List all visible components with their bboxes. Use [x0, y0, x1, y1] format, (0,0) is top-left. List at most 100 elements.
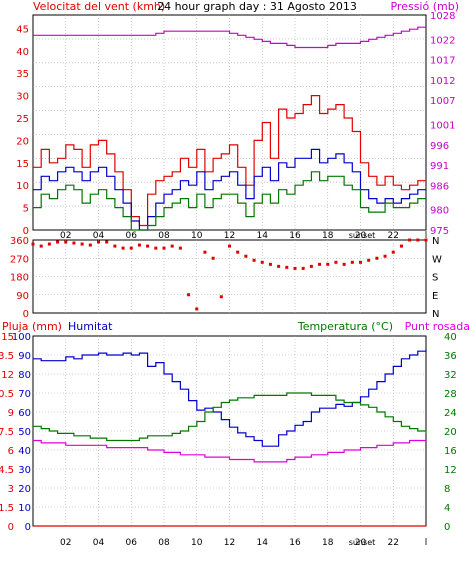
x-tick-label: 22	[388, 538, 399, 548]
pressure-y-tick: 1017	[430, 56, 455, 67]
direction-point	[219, 295, 223, 299]
x-tick-label: 04	[93, 538, 105, 548]
humidity-y-tick: 30	[18, 465, 31, 476]
direction-point	[162, 246, 166, 250]
direction-point	[178, 246, 182, 250]
temperature-label: Temperatura (°C)	[297, 320, 393, 333]
direction-degree-tick: 360	[10, 236, 29, 247]
direction-point	[64, 240, 68, 244]
wind-series-gust	[33, 95, 426, 227]
direction-point	[236, 250, 240, 254]
wind-y-tick: 20	[16, 136, 29, 147]
direction-point	[39, 244, 43, 248]
x-tick-end: l	[425, 538, 428, 548]
direction-point	[318, 262, 322, 266]
rain-y-tick: 1.5	[0, 503, 14, 514]
x-tick-label: 20	[355, 231, 367, 241]
x-tick-label: 06	[126, 231, 138, 241]
direction-point	[211, 256, 215, 260]
axis-ticks: 0510152025303540459759809869919961001100…	[0, 11, 457, 533]
direction-point	[424, 238, 428, 242]
wind-y-tick: 45	[16, 24, 29, 35]
x-tick-label: 02	[60, 231, 71, 241]
direction-point	[88, 243, 92, 247]
rain-y-tick: 9	[8, 408, 14, 419]
direction-compass-tick: W	[432, 254, 442, 265]
rain-y-tick: 4.5	[0, 465, 14, 476]
chart-title: 24 hour graph day : 31 Agosto 2013	[157, 0, 357, 13]
x-tick-label: 10	[191, 538, 203, 548]
wind-y-tick: 10	[16, 181, 29, 192]
x-tick-label: 18	[322, 231, 334, 241]
humidity-y-tick: 10	[18, 503, 31, 514]
wind-sunset-label: sunset	[349, 231, 376, 240]
direction-point	[293, 266, 297, 270]
direction-point	[399, 244, 403, 248]
x-tick-label: 08	[158, 538, 170, 548]
rain-y-tick: 13.5	[0, 351, 14, 362]
rain-y-tick: 6	[8, 446, 14, 457]
temp-series-temperature	[33, 392, 427, 442]
direction-point	[326, 262, 330, 266]
temperature-panel	[32, 335, 427, 527]
rain-y-tick: 15	[1, 332, 14, 343]
direction-point	[375, 256, 379, 260]
humidity-y-tick: 20	[18, 484, 31, 495]
direction-point	[195, 307, 199, 311]
direction-point	[334, 260, 338, 264]
x-tick-end: l	[425, 231, 428, 241]
wind-series-low	[33, 171, 426, 231]
wind-speed-label: Velocitat del vent (kmh)	[33, 0, 165, 13]
temperature-y-tick: 16	[444, 446, 457, 457]
direction-point	[359, 260, 362, 264]
direction-point	[154, 246, 158, 250]
direction-point	[408, 238, 412, 242]
direction-point	[72, 241, 76, 245]
direction-point	[252, 258, 256, 262]
wind-y-tick: 30	[16, 92, 29, 103]
rain-y-tick: 10.5	[0, 389, 14, 400]
wind-y-tick: 40	[16, 47, 29, 58]
temperature-x-axis-labels: 02 04 06 08 10 12 14 16 18 20 22 l	[60, 538, 427, 548]
direction-compass-tick: E	[432, 291, 438, 302]
direction-point	[268, 262, 272, 266]
wind-y-tick: 25	[16, 114, 29, 125]
wind-y-tick: 15	[16, 159, 29, 170]
temperature-y-tick: 8	[444, 484, 450, 495]
rain-y-tick: 7.5	[0, 427, 14, 438]
direction-degree-tick: 270	[10, 254, 29, 265]
temperature-y-tick: 20	[444, 427, 457, 438]
direction-point	[47, 242, 51, 246]
temperature-y-tick: 0	[444, 522, 450, 533]
direction-point	[113, 244, 117, 248]
pressure-label: Pressió (mb)	[390, 0, 459, 13]
direction-degree-tick: 0	[23, 309, 29, 320]
wind-series-pressure	[33, 26, 426, 49]
humidity-y-tick: 0	[25, 522, 31, 533]
wind-panel	[32, 14, 427, 231]
humidity-y-tick: 100	[12, 332, 31, 343]
direction-point	[383, 254, 387, 258]
x-tick-label: 18	[322, 538, 334, 548]
x-tick-label: 14	[257, 231, 269, 241]
direction-compass-tick: N	[432, 236, 439, 247]
chart-marks	[31, 26, 428, 527]
x-tick-label: 12	[224, 538, 235, 548]
direction-compass-tick: N	[432, 309, 439, 320]
temp-series-dewpoint	[33, 439, 426, 463]
direction-degree-tick: 180	[10, 273, 29, 284]
humidity-y-tick: 90	[18, 351, 31, 362]
direction-point	[416, 238, 420, 242]
rain-label: Pluja (mm)	[2, 320, 62, 333]
direction-degree-tick: 90	[16, 291, 29, 302]
direction-point	[170, 244, 174, 248]
direction-point	[391, 250, 395, 254]
direction-compass-tick: S	[432, 273, 438, 284]
direction-point	[105, 240, 109, 244]
pressure-y-tick: 986	[430, 181, 449, 192]
direction-point	[31, 242, 35, 246]
direction-point	[228, 244, 231, 248]
temperature-sunset-label: sunset	[349, 538, 376, 547]
direction-point	[137, 243, 141, 247]
direction-point	[301, 266, 305, 270]
